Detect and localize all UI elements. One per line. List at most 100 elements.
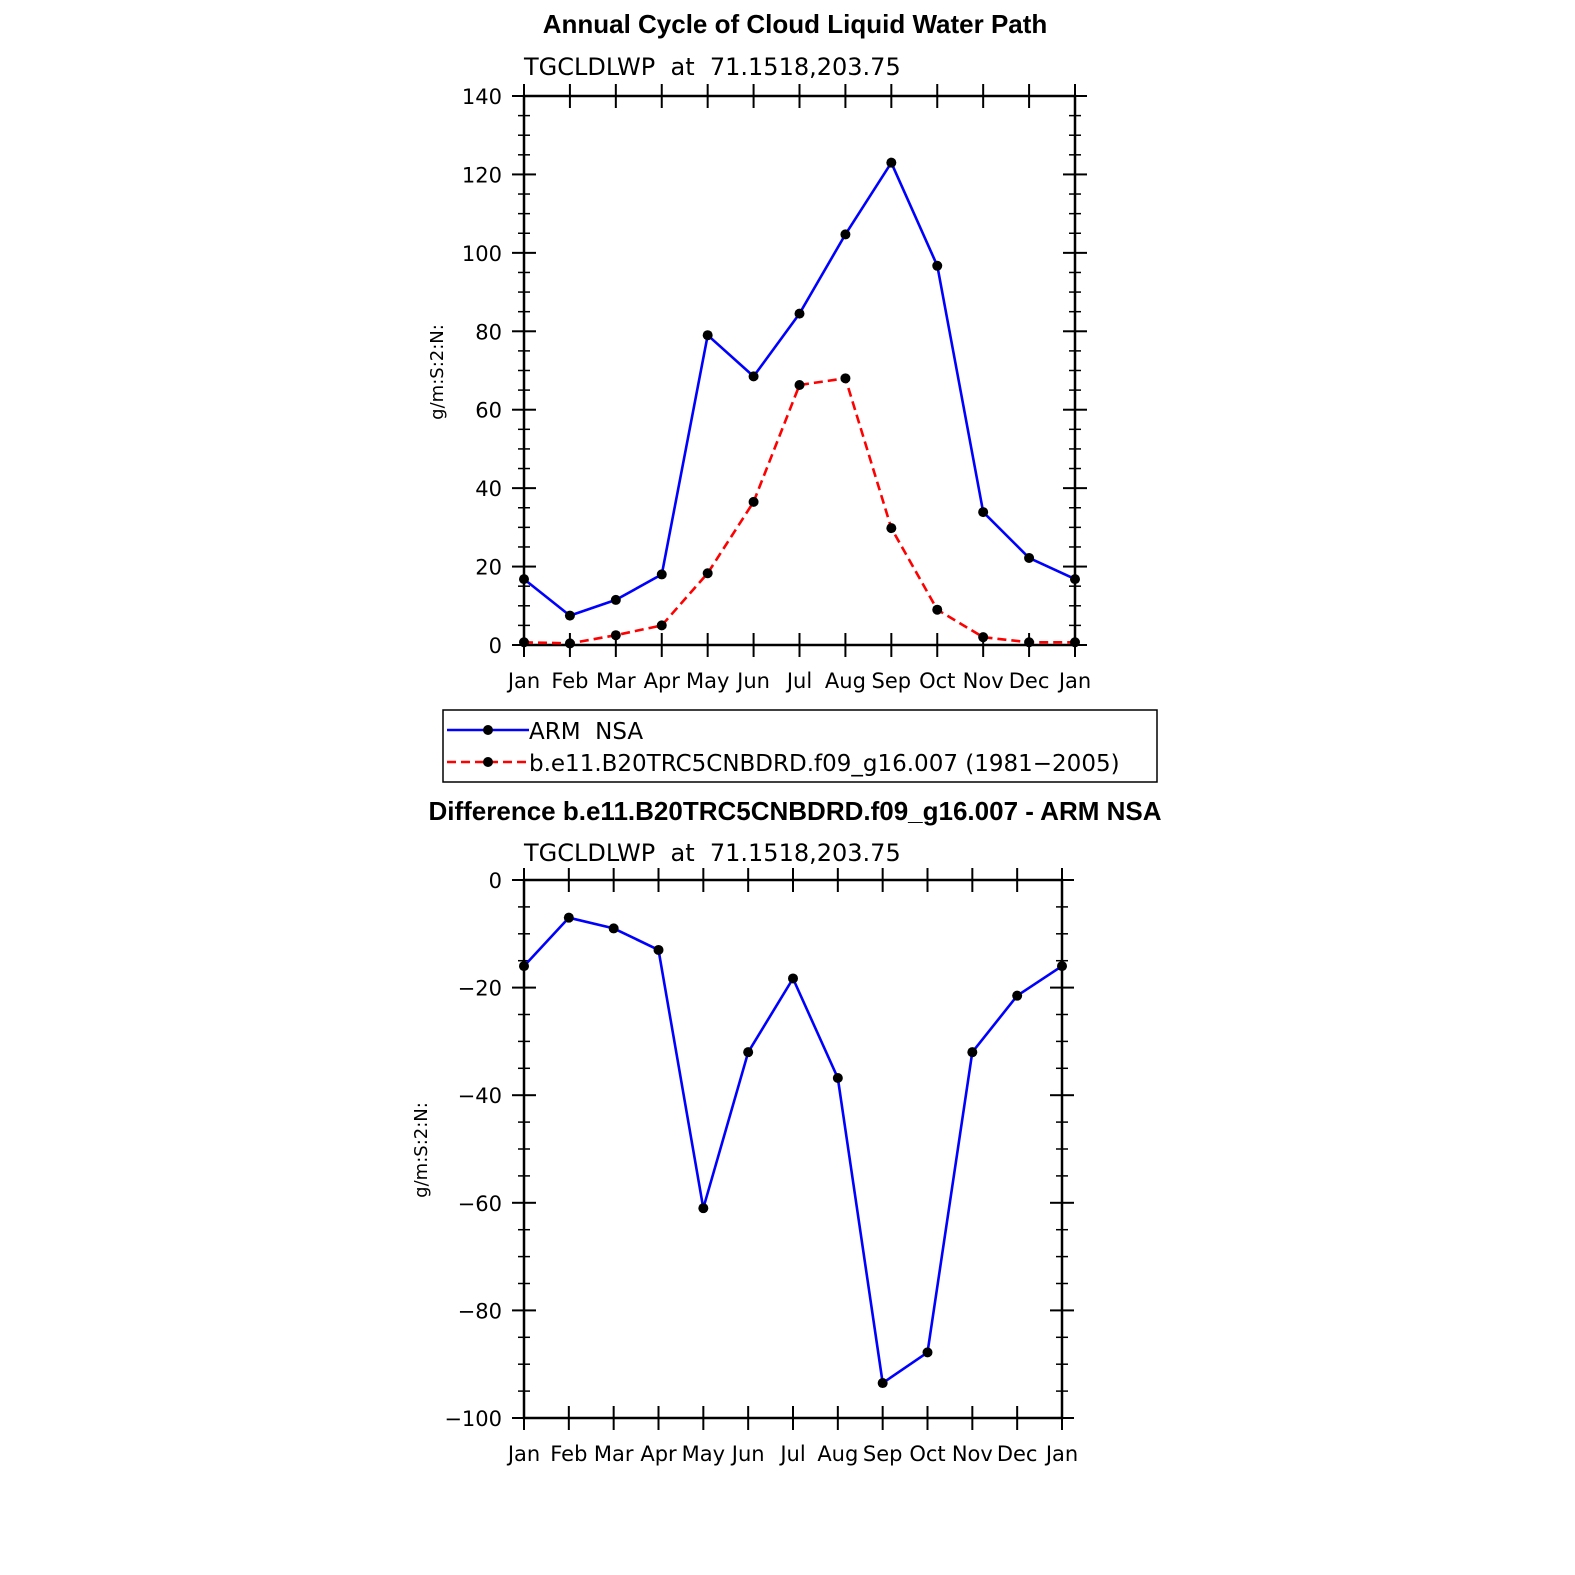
plot-frame [522,878,1064,1420]
data-point [978,632,989,643]
legend-label-model: b.e11.B20TRC5CNBDRD.f09_g16.007 (1981−20… [529,751,1120,777]
x-tick-label: Jan [1044,1442,1078,1466]
data-point [608,923,619,934]
data-point [748,371,759,382]
x-tick-label: Sep [872,669,912,693]
data-point [519,637,529,648]
data-point [932,260,943,271]
series-layer [519,912,1067,1389]
data-point [788,973,798,984]
series-line-1 [523,916,1063,1385]
data-point [794,308,805,319]
data-point [748,496,759,507]
data-point [1024,552,1035,563]
data-point [563,912,574,923]
legend-label-arm: ARM NSA [529,719,643,745]
x-tick-label: Aug [817,1442,858,1466]
data-point [1070,637,1080,648]
y-axis-label: g/m:S:2:N: [427,324,448,420]
x-tick-label: Jan [506,669,540,693]
data-point [519,961,529,972]
data-point [653,944,664,955]
x-tick-label: Mar [596,669,636,693]
annual-cycle-chart: Annual Cycle of Cloud Liquid Water Path … [427,9,1091,693]
data-point [1012,990,1023,1001]
chart-title: Difference b.e11.B20TRC5CNBDRD.f09_g16.0… [428,796,1161,826]
x-tick-label: Jan [1057,669,1091,693]
data-point [743,1047,754,1058]
axes: −100 −80 −60 −40 −20 0 Jan Feb Mar Apr May Jun Jul Au… [444,868,1078,1466]
data-point [967,1047,978,1058]
legend: ARM NSA b.e11.B20TRC5CNBDRD.f09_g16.007 … [442,709,1158,783]
data-point [832,1072,843,1083]
legend-marker-model [483,757,493,767]
data-point [1070,574,1080,585]
data-point [564,638,575,649]
data-point [610,594,621,605]
data-point [698,1203,709,1214]
series-layer [519,157,1080,649]
legend-box [442,709,1158,783]
x-tick-label: Oct [909,1442,945,1466]
x-tick-label: Feb [550,1442,587,1466]
data-point [932,604,943,615]
x-tick-label: Nov [963,669,1004,693]
y-tick-label: 0 [489,634,502,658]
data-point [840,229,851,240]
difference-chart: Difference b.e11.B20TRC5CNBDRD.f09_g16.0… [411,796,1162,1466]
x-tick-label: Oct [919,669,955,693]
x-tick-label: Jan [506,1442,540,1466]
y-tick-label: −80 [458,1299,502,1323]
y-tick-label: 140 [462,85,502,109]
y-tick-label: 80 [475,320,502,344]
y-tick-label: 20 [475,556,502,580]
data-point [610,630,621,641]
data-point [886,523,897,534]
data-point [1057,961,1067,972]
y-tick-label: −100 [444,1407,502,1431]
data-point [564,610,575,621]
x-tick-label: Apr [640,1442,677,1466]
x-tick-label: May [682,1442,725,1466]
y-tick-label: −20 [458,977,502,1001]
x-tick-label: Apr [644,669,681,693]
data-point [702,330,713,341]
axes: 0 20 40 60 80 100 120 140 Jan Feb Mar Apr May Jun Jul A… [462,84,1091,693]
x-tick-label: Nov [952,1442,993,1466]
y-tick-label: 100 [462,242,502,266]
x-tick-label: Jun [730,1442,765,1466]
y-tick-label: 0 [489,869,502,893]
data-point [886,157,897,168]
data-point [877,1378,888,1389]
data-point [1024,637,1035,648]
legend-marker-arm [483,725,493,735]
data-point [840,373,851,384]
x-tick-label: Jun [735,669,770,693]
data-point [794,380,805,391]
y-tick-label: 120 [462,163,502,187]
y-tick-label: 60 [475,399,502,423]
plot-frame [522,94,1077,647]
data-point [656,620,667,631]
x-tick-label: May [686,669,729,693]
data-point [702,568,713,579]
x-tick-label: Mar [594,1442,634,1466]
y-tick-label: 40 [475,477,502,501]
x-tick-label: Jul [785,669,812,693]
x-tick-label: Sep [863,1442,903,1466]
x-tick-label: Jul [778,1442,805,1466]
x-tick-label: Aug [825,669,866,693]
data-point [519,574,529,585]
y-tick-label: −40 [458,1084,502,1108]
data-point [656,569,667,580]
chart-subtitle: TGCLDLWP at 71.1518,203.75 [523,839,901,867]
x-tick-label: Feb [551,669,588,693]
chart-title: Annual Cycle of Cloud Liquid Water Path [543,9,1048,39]
x-tick-label: Dec [1009,669,1050,693]
data-point [978,507,989,518]
y-tick-label: −60 [458,1192,502,1216]
x-tick-label: Dec [997,1442,1038,1466]
data-point [922,1347,933,1358]
y-axis-label: g/m:S:2:N: [411,1102,432,1198]
